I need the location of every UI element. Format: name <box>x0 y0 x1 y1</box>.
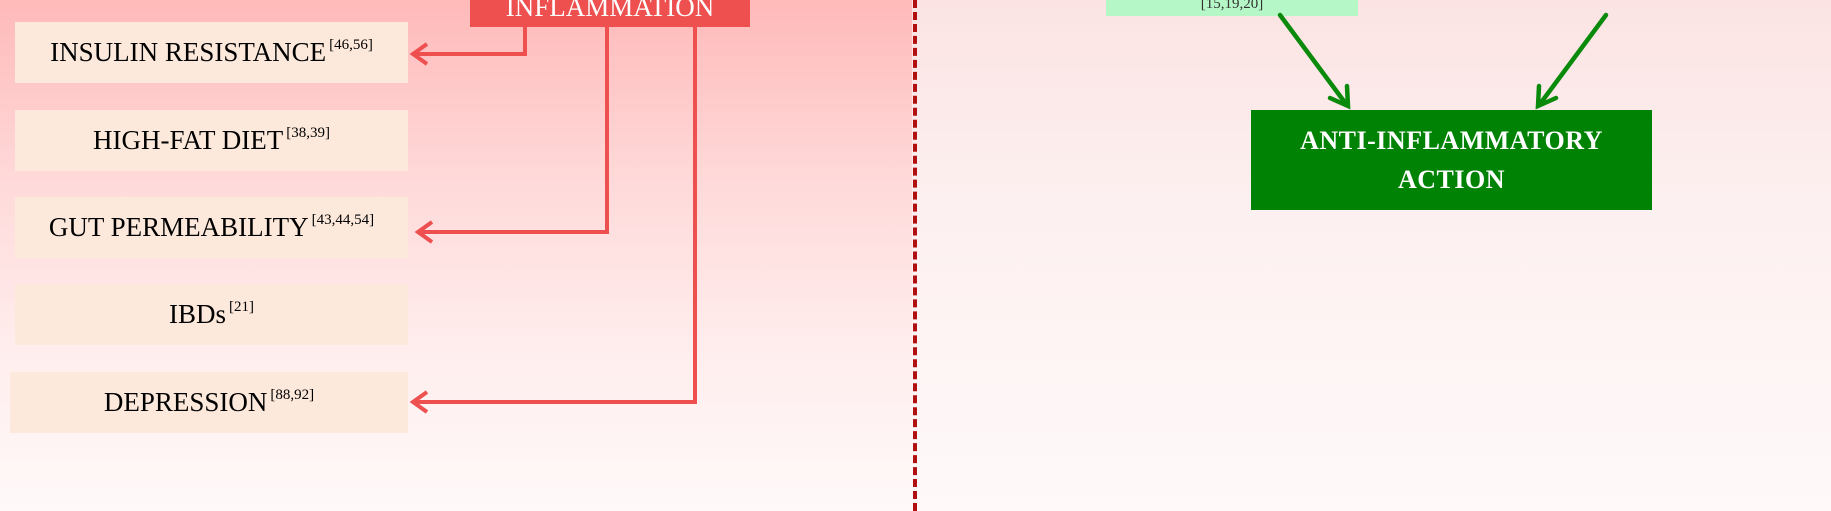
inflammation-box: INFLAMMATION <box>470 0 750 27</box>
green-arrow-right <box>1537 12 1609 107</box>
arrowhead-depression <box>409 390 429 414</box>
arrow-to-gut-permeability <box>421 25 609 234</box>
insulin-resistance-refs: [46,56] <box>329 37 373 53</box>
right-panel-background <box>912 0 1831 511</box>
green-arrow-left <box>1277 12 1349 107</box>
ibds-box: IBDs [21] <box>15 284 408 345</box>
arrowhead-insulin-resistance <box>409 42 429 66</box>
anti-inflammatory-line1: ANTI-INFLAMMATORY <box>1300 126 1603 155</box>
ibds-refs: [21] <box>229 299 254 315</box>
anti-inflammatory-line2: ACTION <box>1397 165 1505 194</box>
arrow-to-depression <box>416 25 697 404</box>
green-source-refs: [15,19,20] <box>1200 0 1264 12</box>
depression-refs: [88,92] <box>270 387 315 403</box>
ibds-label: IBDs <box>168 299 226 329</box>
gut-permeability-refs: [43,44,54] <box>311 212 375 228</box>
dashed-divider <box>913 0 917 511</box>
insulin-resistance-label: INSULIN RESISTANCE <box>50 37 327 67</box>
gut-permeability-label: GUT PERMEABILITY <box>48 212 309 242</box>
arrow-to-insulin-resistance <box>416 25 527 56</box>
depression-box: DEPRESSION [88,92] <box>10 372 408 433</box>
green-arrowhead-left <box>1327 83 1351 110</box>
inflammation-label: INFLAMMATION <box>505 0 715 22</box>
high-fat-diet-refs: [38,39] <box>286 125 330 141</box>
green-source-box: [15,19,20] <box>1106 0 1358 16</box>
high-fat-diet-box: HIGH-FAT DIET [38,39] <box>15 110 408 171</box>
depression-label: DEPRESSION <box>103 387 268 417</box>
arrowhead-gut-permeability <box>414 220 434 244</box>
anti-inflammatory-box: ANTI-INFLAMMATORY ACTION <box>1251 110 1652 210</box>
gut-permeability-box: GUT PERMEABILITY [43,44,54] <box>15 197 408 258</box>
insulin-resistance-box: INSULIN RESISTANCE [46,56] <box>15 22 408 83</box>
green-arrowhead-right <box>1535 83 1559 110</box>
high-fat-diet-label: HIGH-FAT DIET <box>93 125 284 155</box>
